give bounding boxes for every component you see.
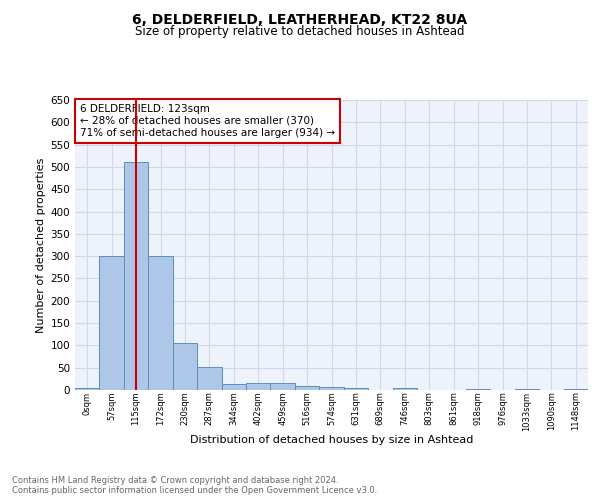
Bar	[466, 388, 490, 390]
Bar	[319, 387, 344, 390]
Bar	[221, 384, 246, 390]
Bar	[344, 388, 368, 390]
Text: Size of property relative to detached houses in Ashtead: Size of property relative to detached ho…	[135, 25, 465, 38]
Bar	[124, 162, 148, 390]
X-axis label: Distribution of detached houses by size in Ashtead: Distribution of detached houses by size …	[190, 434, 473, 444]
Bar	[173, 343, 197, 390]
Text: Contains HM Land Registry data © Crown copyright and database right 2024.
Contai: Contains HM Land Registry data © Crown c…	[12, 476, 377, 495]
Bar	[148, 256, 173, 390]
Bar	[246, 384, 271, 390]
Bar	[563, 388, 588, 390]
Bar	[271, 384, 295, 390]
Text: 6 DELDERFIELD: 123sqm
← 28% of detached houses are smaller (370)
71% of semi-det: 6 DELDERFIELD: 123sqm ← 28% of detached …	[80, 104, 335, 138]
Bar	[75, 388, 100, 390]
Text: 6, DELDERFIELD, LEATHERHEAD, KT22 8UA: 6, DELDERFIELD, LEATHERHEAD, KT22 8UA	[133, 12, 467, 26]
Bar	[295, 386, 319, 390]
Bar	[197, 367, 221, 390]
Bar	[392, 388, 417, 390]
Bar	[100, 256, 124, 390]
Bar	[515, 388, 539, 390]
Y-axis label: Number of detached properties: Number of detached properties	[36, 158, 46, 332]
